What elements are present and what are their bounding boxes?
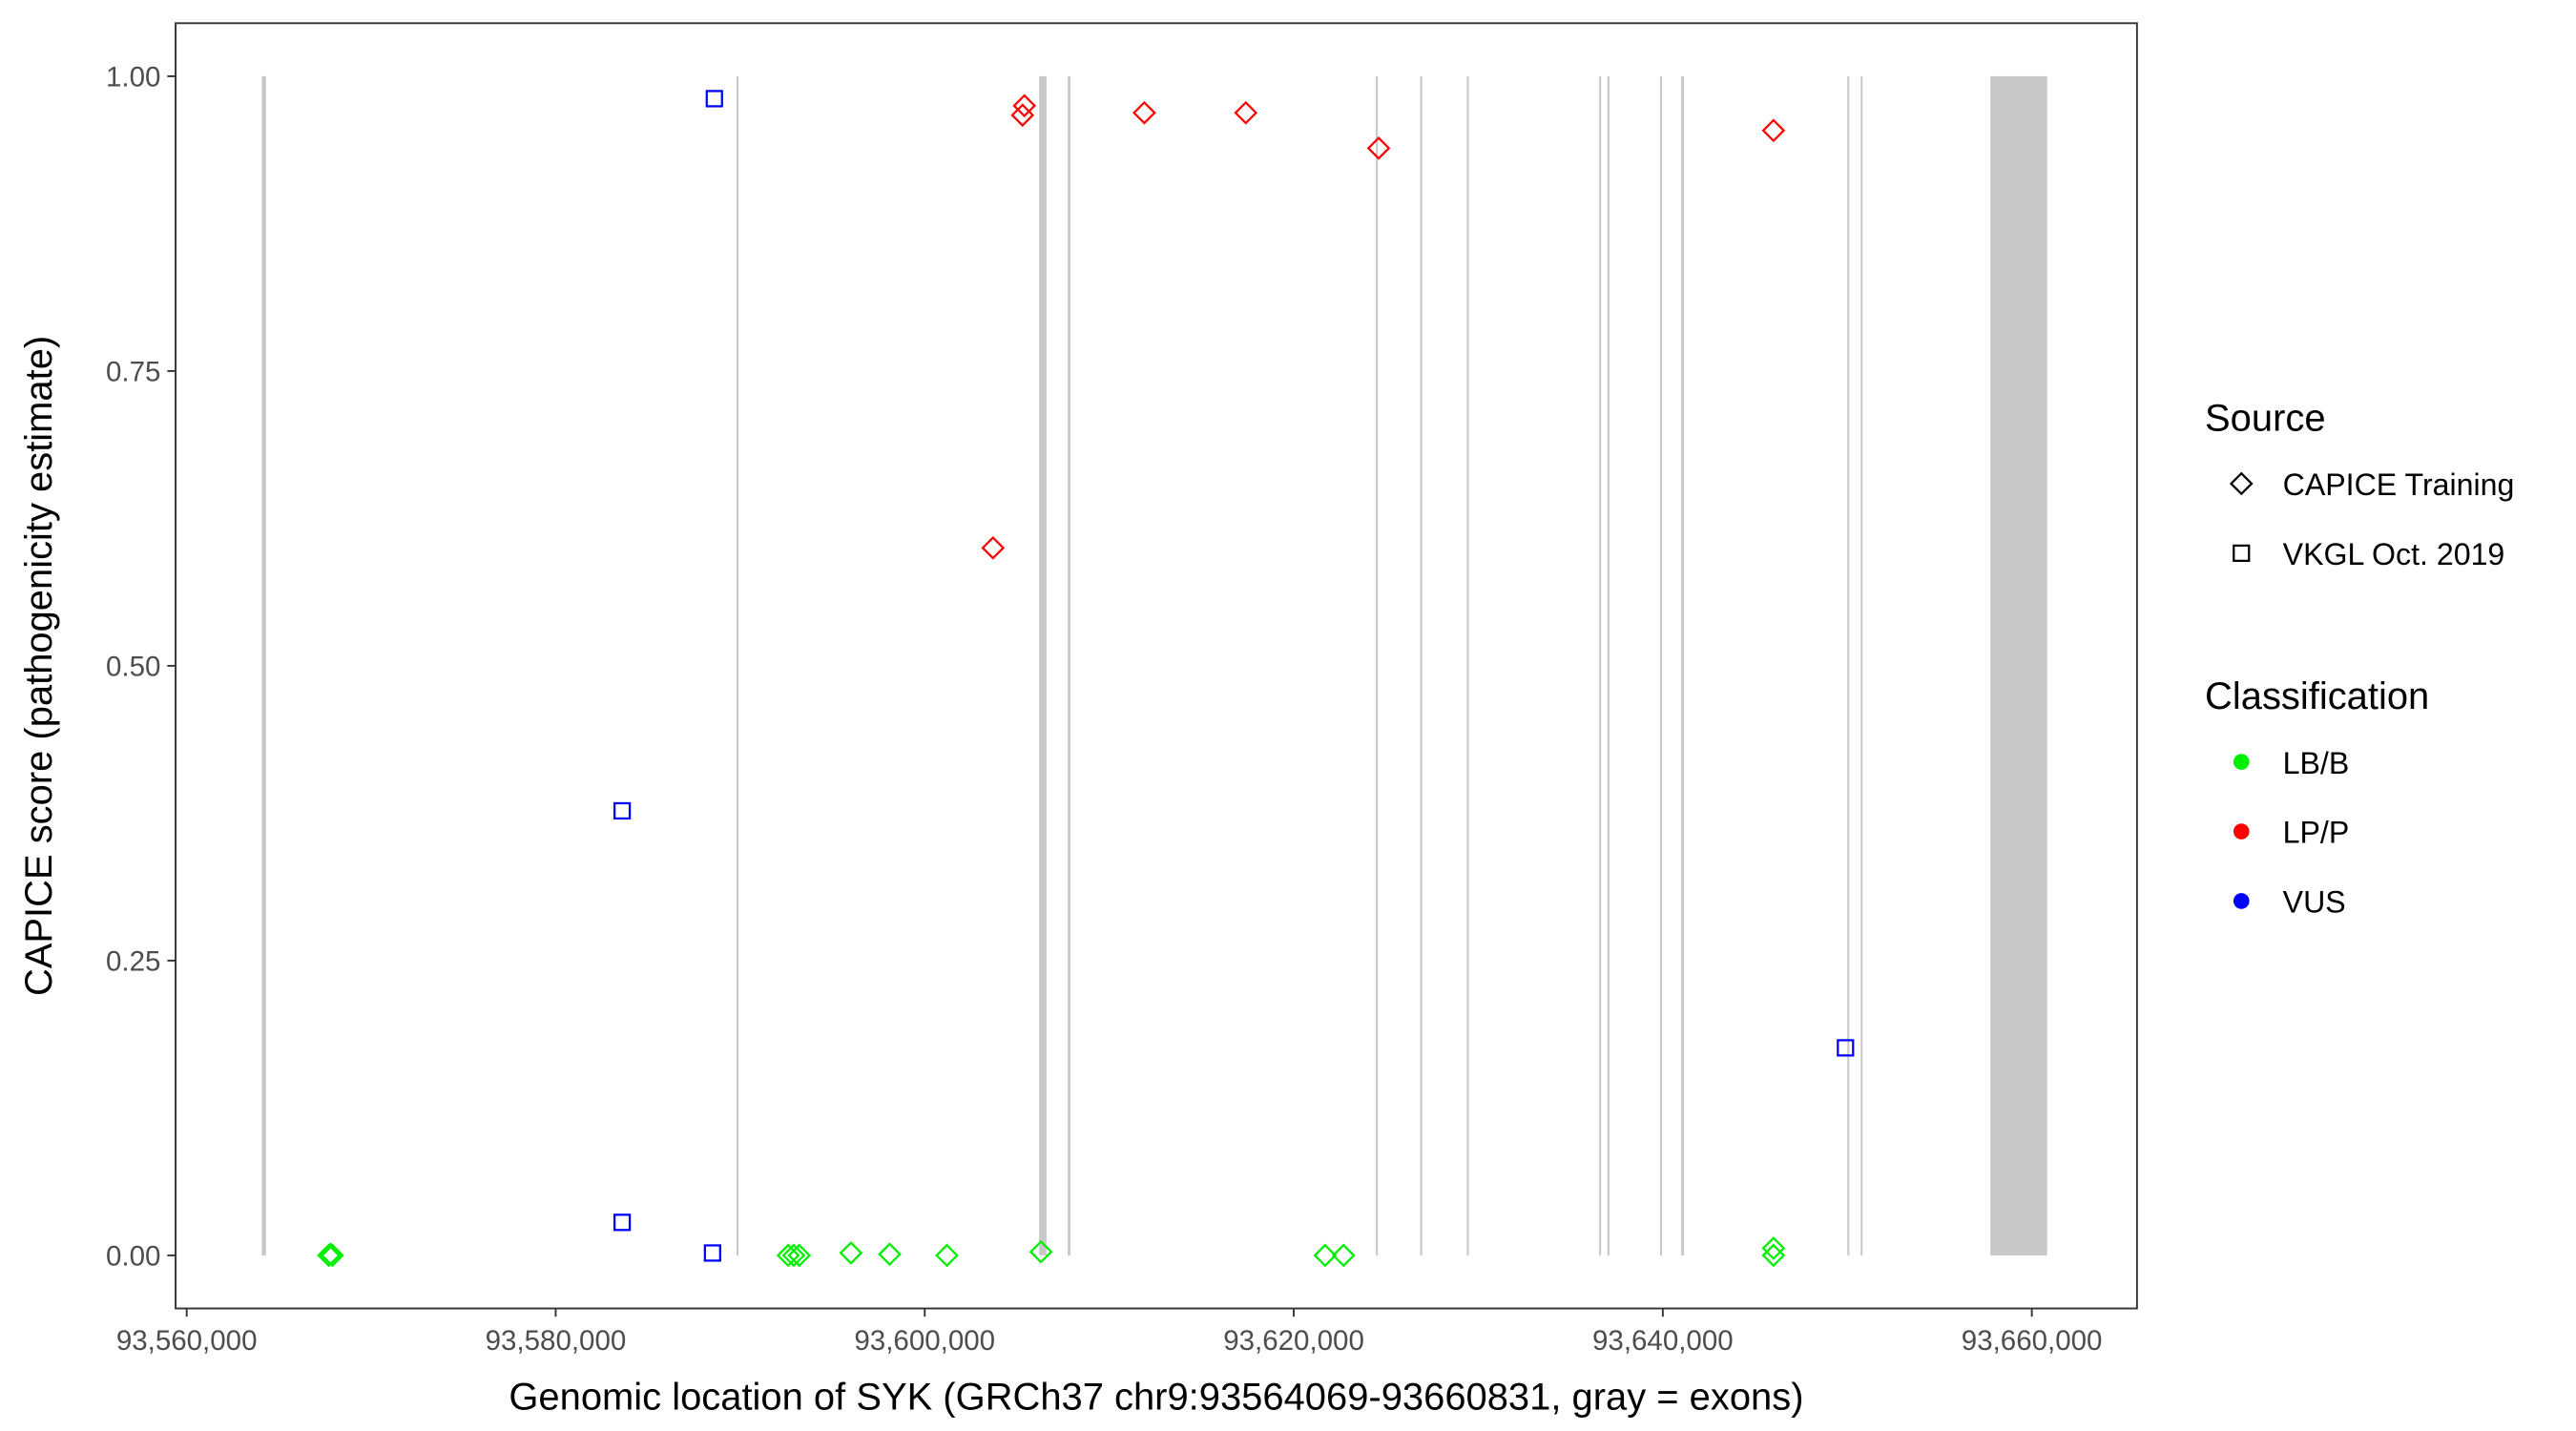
- data-point: [613, 1213, 632, 1232]
- legend-label: VUS: [2283, 885, 2346, 920]
- exon-band: [1068, 75, 1071, 1255]
- data-point: [703, 1244, 721, 1262]
- legend-label: LB/B: [2283, 746, 2350, 780]
- data-point: [787, 1243, 812, 1268]
- data-point: [1331, 1243, 1356, 1268]
- data-point: [1012, 93, 1037, 118]
- exon-band: [1420, 75, 1423, 1255]
- data-point: [935, 1243, 959, 1268]
- data-point: [613, 801, 632, 820]
- exon-band: [1681, 75, 1685, 1255]
- x-tick-label: 93,560,000: [116, 1325, 258, 1357]
- data-point: [839, 1241, 863, 1265]
- x-tick-label: 93,640,000: [1592, 1325, 1734, 1357]
- x-axis: 93,560,000 93,580,000 93,600,000 93,620,000…: [116, 1308, 2103, 1357]
- x-axis-title: Genomic location of SYK (GRCh37 chr9:935…: [509, 1376, 1803, 1418]
- exon-band: [1039, 75, 1047, 1255]
- data-point: [1132, 100, 1156, 125]
- exon-band: [1466, 75, 1469, 1255]
- data-point: [776, 1243, 800, 1268]
- exon-band: [1659, 75, 1663, 1255]
- y-axis: 0.00 0.25 0.50 0.75 1.00: [106, 61, 177, 1272]
- exon-band: [1847, 75, 1850, 1255]
- data-point: [781, 1243, 806, 1268]
- y-tick-label: 0.00: [106, 1240, 160, 1272]
- plot-panel-border: [175, 22, 2138, 1310]
- x-tick-label: 93,660,000: [1962, 1325, 2103, 1357]
- data-point: [878, 1242, 902, 1267]
- legend-class-title: Classification: [2205, 675, 2429, 717]
- exon-band: [1990, 75, 2047, 1255]
- data-point: [1837, 1039, 1855, 1057]
- exon-band: [1860, 75, 1863, 1255]
- data-points: [317, 90, 1855, 1268]
- legend-key-diamond: [2229, 471, 2254, 496]
- x-tick-label: 93,620,000: [1223, 1325, 1364, 1357]
- x-tick-label: 93,600,000: [854, 1325, 995, 1357]
- legend-source-title: Source: [2205, 397, 2326, 439]
- legend-label: VKGL Oct. 2019: [2283, 537, 2505, 571]
- legend-label: LP/P: [2283, 816, 2350, 850]
- data-point: [1028, 1239, 1053, 1264]
- exon-band: [736, 75, 739, 1255]
- legend-label: CAPICE Training: [2283, 467, 2515, 502]
- y-axis-title: CAPICE score (pathogenicity estimate): [18, 336, 60, 996]
- data-point: [705, 90, 723, 108]
- exon-band: [1599, 75, 1602, 1255]
- y-tick-label: 0.50: [106, 651, 160, 682]
- x-tick-label: 93,580,000: [486, 1325, 627, 1357]
- legend-key-square: [2233, 544, 2251, 562]
- data-point: [1761, 118, 1786, 143]
- legend-key-dot: [2233, 754, 2250, 770]
- y-tick-label: 0.75: [106, 356, 160, 387]
- legend-key-dot: [2233, 823, 2250, 840]
- y-tick-label: 0.25: [106, 945, 160, 977]
- legend-key-dot: [2233, 893, 2250, 909]
- data-point: [981, 535, 1006, 560]
- exon-band: [1376, 75, 1379, 1255]
- exon-band: [1607, 75, 1610, 1255]
- data-point: [1761, 1236, 1786, 1260]
- data-point: [1366, 135, 1391, 160]
- data-point: [1313, 1243, 1338, 1268]
- data-point: [1761, 1243, 1786, 1268]
- data-point: [319, 1242, 343, 1267]
- exon-band: [261, 75, 266, 1255]
- y-tick-label: 1.00: [106, 61, 160, 93]
- legend: Source Classification CAPICE Training VKG…: [2205, 397, 2514, 919]
- exon-bands: [261, 75, 2047, 1255]
- data-point: [1234, 100, 1258, 125]
